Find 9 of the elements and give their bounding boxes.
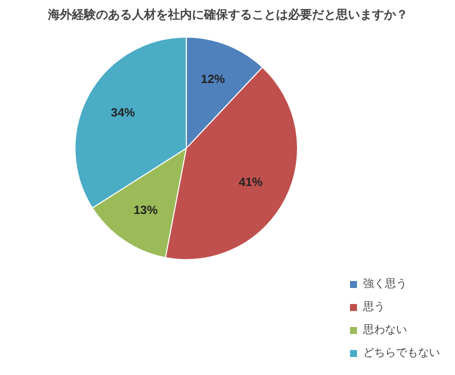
data-label: 13% bbox=[134, 202, 158, 217]
data-label: 12% bbox=[200, 72, 226, 86]
legend-label: 思う bbox=[363, 300, 385, 314]
legend-label: 思わない bbox=[363, 323, 407, 337]
chart-title: 海外経験のある人材を社内に確保することは必要だと思いますか？ bbox=[47, 8, 408, 22]
data-label: 34% bbox=[110, 105, 136, 120]
legend-label: 強く思う bbox=[363, 277, 407, 291]
legend-label: どちらでもない bbox=[363, 346, 440, 360]
data-label: 41% bbox=[238, 175, 264, 190]
